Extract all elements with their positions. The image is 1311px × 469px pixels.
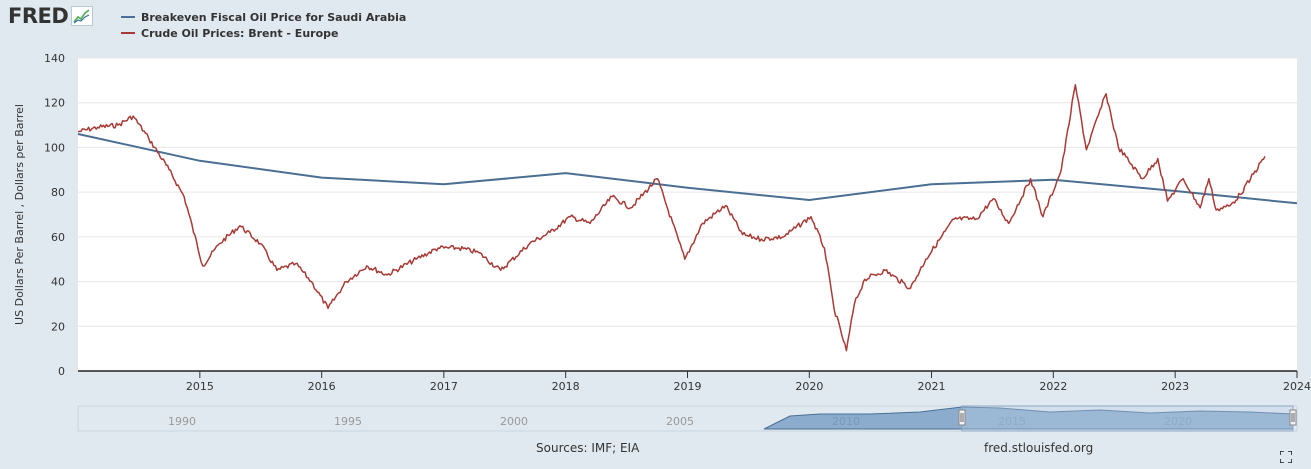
y-tick-label-140: 140 [44,52,65,65]
x-tick-label-2017: 2017 [430,380,458,393]
series-line-breakeven [77,133,1298,205]
x-tick-label-2016: 2016 [308,380,336,393]
x-tick-label-2019: 2019 [674,380,702,393]
chart-trend-icon [71,6,94,26]
series-line-brent [77,84,1266,352]
navigator-label-2000: 2000 [500,415,528,428]
fred-logo[interactable]: FRED [8,4,94,28]
y-tick-label-80: 80 [51,186,65,199]
y-tick-label-60: 60 [51,231,65,244]
plot-area [78,58,1297,371]
navigator-label-1990: 1990 [168,415,196,428]
navigator-right-handle[interactable] [1289,409,1297,426]
fullscreen-icon[interactable] [1279,448,1293,464]
x-tick-label-2021: 2021 [918,380,946,393]
x-tick-label-2015: 2015 [186,380,214,393]
legend-swatch-brent [121,32,135,34]
legend-item-breakeven[interactable]: Breakeven Fiscal Oil Price for Saudi Ara… [121,9,406,25]
navigator-area [763,406,1294,430]
x-tick-label-2022: 2022 [1039,380,1067,393]
y-tick-label-40: 40 [51,276,65,289]
chart-legend: Breakeven Fiscal Oil Price for Saudi Ara… [121,9,406,41]
x-tick-label-2024: 2024 [1283,380,1311,393]
navigator-left-handle[interactable] [958,409,966,426]
y-tick-label-0: 0 [58,365,65,378]
navigator-label-2005: 2005 [666,415,694,428]
x-tick-label-2023: 2023 [1161,380,1189,393]
y-tick-label-20: 20 [51,320,65,333]
chart-plot: 0 20 40 60 80 100 120 140 US Dollars Per Barrel … [13,52,1311,432]
legend-item-brent[interactable]: Crude Oil Prices: Brent - Europe [121,25,406,41]
x-tick-label-2020: 2020 [795,380,823,393]
navigator-label-1995: 1995 [334,415,362,428]
y-tick-label-120: 120 [44,97,65,110]
fred-url-link[interactable]: fred.stlouisfed.org [984,441,1094,455]
logo-text: FRED [8,4,69,28]
sources-text: Sources: IMF; EIA [536,441,640,455]
legend-swatch-breakeven [121,16,135,18]
navigator-selection [961,405,1294,432]
legend-label-breakeven: Breakeven Fiscal Oil Price for Saudi Ara… [141,10,407,24]
y-axis-label: US Dollars Per Barrel , Dollars per Barr… [13,104,26,325]
y-tick-label-100: 100 [44,141,65,154]
x-tick-label-2018: 2018 [552,380,580,393]
legend-label-brent: Crude Oil Prices: Brent - Europe [141,26,339,40]
